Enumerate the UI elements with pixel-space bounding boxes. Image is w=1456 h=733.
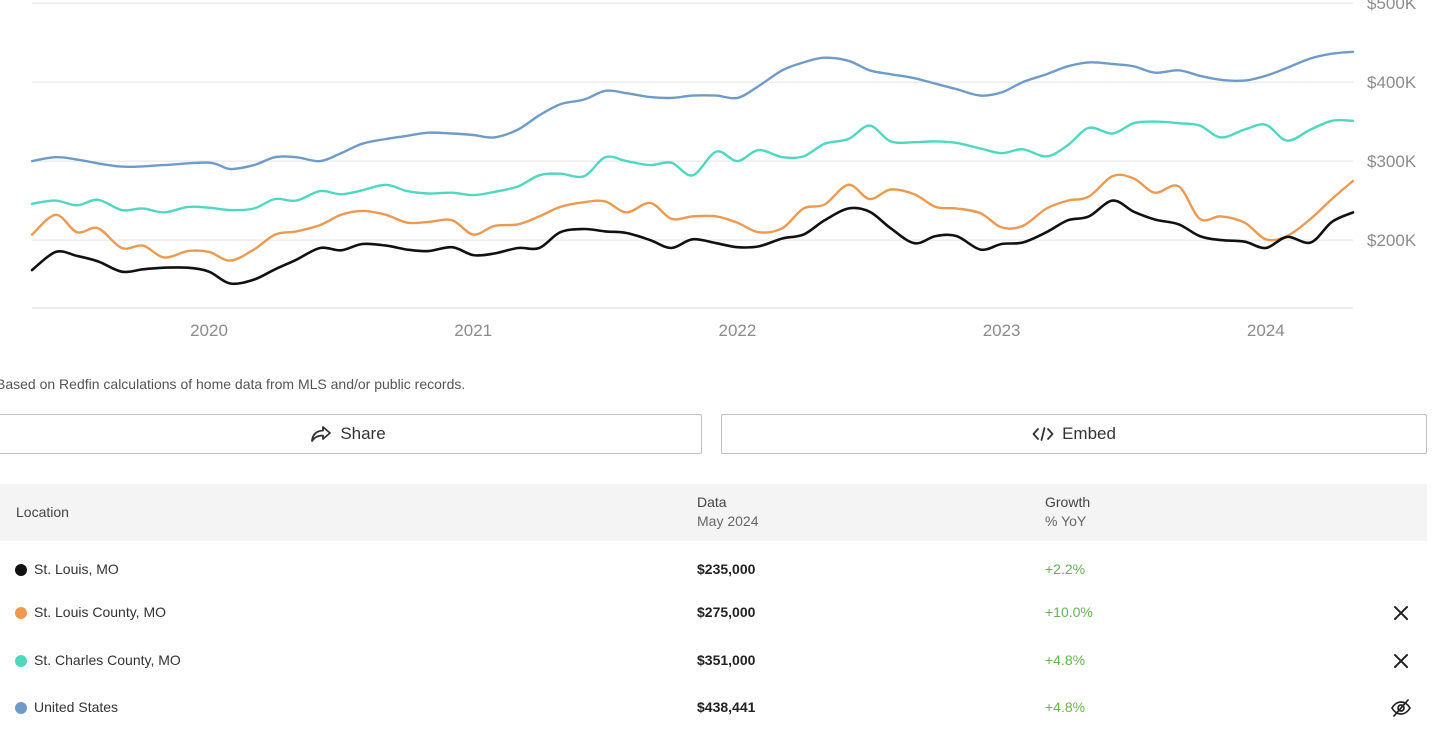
row-location: St. Charles County, MO xyxy=(34,652,181,668)
x-tick-label: 2022 xyxy=(718,321,756,340)
share-label: Share xyxy=(340,424,386,443)
header-data: Data xyxy=(697,494,727,510)
row-growth: +4.8% xyxy=(1045,699,1086,715)
row-growth: +2.2% xyxy=(1045,561,1086,577)
row-growth: +10.0% xyxy=(1045,604,1093,620)
close-icon[interactable] xyxy=(1390,650,1412,672)
embed-label: Embed xyxy=(1062,424,1116,443)
eye-off-icon[interactable] xyxy=(1390,697,1412,719)
legend-dot xyxy=(15,655,27,667)
row-growth: +4.8% xyxy=(1045,652,1086,668)
row-value: $235,000 xyxy=(697,561,756,577)
x-axis-ticks: 2020 2021 2022 2023 2024 xyxy=(190,321,1285,340)
table-row: St. Louis, MO $235,000 +2.2% xyxy=(0,555,1427,585)
y-tick-label: $400K xyxy=(1367,73,1417,92)
embed-button[interactable]: Embed xyxy=(721,414,1427,454)
code-icon xyxy=(1032,426,1054,442)
table-header: Location Data May 2024 Growth % YoY xyxy=(0,484,1427,541)
close-icon[interactable] xyxy=(1390,602,1412,624)
row-value: $275,000 xyxy=(697,604,756,620)
series-line-st-charles-county-mo xyxy=(30,118,1355,214)
line-chart: $200K$300K$400K$500K 2020 2021 2022 2023 202… xyxy=(30,0,1417,340)
x-tick-label: 2020 xyxy=(190,321,228,340)
source-note: Based on Redfin calculations of home dat… xyxy=(0,376,466,392)
x-tick-label: 2023 xyxy=(983,321,1021,340)
table-row: St. Louis County, MO $275,000 +10.0% xyxy=(0,598,1427,628)
share-arrow-icon xyxy=(310,425,332,443)
share-button[interactable]: Share xyxy=(0,414,702,454)
header-growth: Growth xyxy=(1045,494,1091,510)
header-location: Location xyxy=(16,504,69,520)
y-tick-label: $200K xyxy=(1367,231,1417,250)
y-tick-label: $300K xyxy=(1367,152,1417,171)
row-location: United States xyxy=(34,699,119,715)
table-row: St. Charles County, MO $351,000 +4.8% xyxy=(0,646,1427,676)
row-location: St. Louis County, MO xyxy=(34,604,167,620)
y-tick-label: $500K xyxy=(1367,0,1417,13)
y-axis-ticks: $200K $300K $400K $500K xyxy=(1367,0,1417,250)
legend-dot xyxy=(15,607,27,619)
table-row: United States $438,441 +4.8% xyxy=(0,693,1427,723)
series-line-united-states xyxy=(30,50,1355,171)
x-tick-label: 2021 xyxy=(454,321,492,340)
row-value: $351,000 xyxy=(697,652,756,668)
x-tick-label: 2024 xyxy=(1247,321,1285,340)
header-data-period: May 2024 xyxy=(697,513,759,529)
series-line-st-louis-county-mo xyxy=(30,173,1355,262)
row-value: $438,441 xyxy=(697,699,756,715)
row-location: St. Louis, MO xyxy=(34,561,119,577)
legend-dot xyxy=(15,564,27,576)
grid xyxy=(32,2,1353,309)
legend-dot xyxy=(15,702,27,714)
header-growth-unit: % YoY xyxy=(1045,513,1087,529)
series-line-st-louis-mo xyxy=(30,199,1355,286)
series-lines xyxy=(30,50,1355,286)
